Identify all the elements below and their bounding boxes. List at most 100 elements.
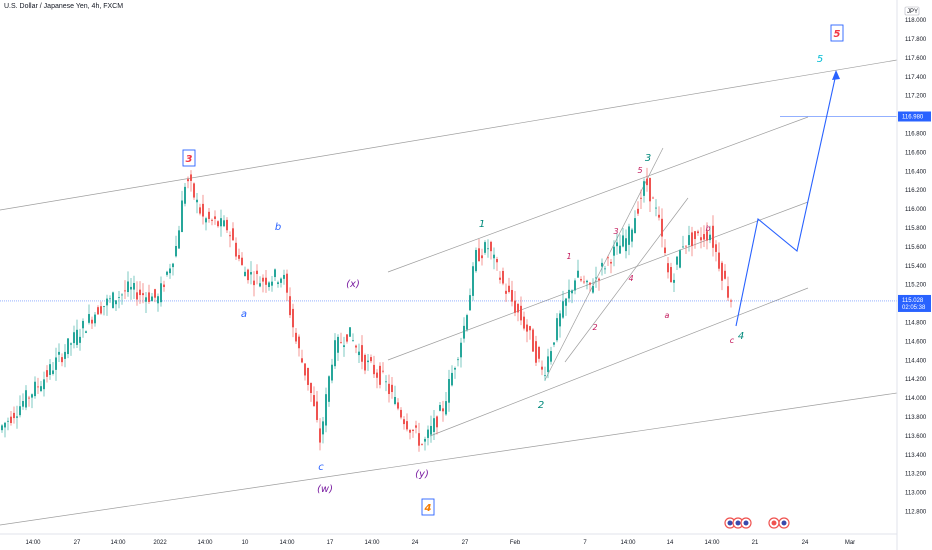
candle-body bbox=[493, 254, 495, 259]
current-price-tag bbox=[898, 294, 931, 312]
candle-body bbox=[259, 283, 261, 287]
channel-line[interactable] bbox=[429, 287, 809, 437]
candle-body bbox=[727, 286, 729, 298]
candle-body bbox=[403, 419, 405, 425]
currency-badge[interactable]: JPY bbox=[907, 9, 918, 15]
candle-body bbox=[544, 375, 546, 377]
price-tick-label: 117.200 bbox=[905, 94, 927, 100]
candle-body bbox=[295, 332, 297, 342]
candle-body bbox=[640, 197, 642, 199]
candle-body bbox=[670, 267, 672, 283]
candle-body bbox=[25, 390, 27, 408]
candles bbox=[1, 167, 732, 452]
candle-body bbox=[106, 298, 108, 306]
candle-body bbox=[145, 297, 147, 302]
chart-title: U.S. Dollar / Japanese Yen, 4h, FXCM bbox=[4, 3, 124, 10]
candle-body bbox=[208, 211, 210, 219]
candle-body bbox=[382, 370, 384, 372]
channel-line[interactable] bbox=[387, 201, 809, 361]
candle-body bbox=[625, 238, 627, 252]
channel-line[interactable] bbox=[0, 392, 898, 526]
candle-body bbox=[613, 246, 615, 256]
us-flag-event-icon[interactable] bbox=[740, 517, 752, 529]
candle-body bbox=[433, 418, 435, 432]
candle-body bbox=[517, 303, 519, 313]
candle-body bbox=[223, 220, 225, 227]
candle-body bbox=[724, 270, 726, 279]
candle-body bbox=[256, 270, 258, 275]
candle-body bbox=[367, 360, 369, 363]
candle-body bbox=[310, 382, 312, 394]
candle-body bbox=[481, 255, 483, 259]
candle-body bbox=[172, 263, 174, 268]
candle-body bbox=[13, 412, 15, 419]
channel-line[interactable] bbox=[387, 116, 809, 273]
time-tick-label: 14:00 bbox=[704, 540, 720, 546]
wave-label: 2 bbox=[538, 400, 544, 411]
price-axis[interactable]: 118.000117.800117.600117.400117.200117.0… bbox=[896, 0, 927, 550]
candle-body bbox=[511, 289, 513, 302]
candle-body bbox=[205, 218, 207, 223]
us-flag-event-icon[interactable] bbox=[732, 517, 744, 529]
candle-body bbox=[226, 219, 228, 231]
candle-body bbox=[262, 277, 264, 282]
candle-body bbox=[178, 230, 180, 249]
candle-body bbox=[538, 346, 540, 359]
price-tick-label: 116.000 bbox=[905, 207, 927, 213]
channel-line[interactable] bbox=[0, 59, 898, 211]
candle-body bbox=[460, 342, 462, 358]
candle-body bbox=[313, 395, 315, 407]
candle-body bbox=[91, 319, 93, 324]
candle-body bbox=[334, 340, 336, 367]
wave-box-label: 5 bbox=[834, 29, 841, 40]
candle-body bbox=[466, 315, 468, 330]
candle-body bbox=[661, 218, 663, 237]
channel-line[interactable] bbox=[564, 197, 689, 363]
candle-body bbox=[553, 342, 555, 345]
candle-body bbox=[604, 268, 606, 270]
wave-label: 3 bbox=[645, 153, 651, 164]
candle-body bbox=[61, 357, 63, 363]
candle-body bbox=[112, 292, 114, 308]
candle-body bbox=[250, 272, 252, 275]
candle-body bbox=[280, 278, 282, 283]
candle-body bbox=[1, 425, 3, 431]
candle-body bbox=[307, 367, 309, 385]
candle-body bbox=[271, 281, 273, 286]
candle-body bbox=[67, 338, 69, 355]
candle-body bbox=[568, 289, 570, 299]
channel-line[interactable] bbox=[544, 147, 664, 381]
time-axis[interactable]: 14:00 27 14:00 2022 14:00 10 14:00 17 14:00 24 27 F… bbox=[0, 533, 897, 546]
candle-body bbox=[679, 250, 681, 268]
projected-wave-path[interactable] bbox=[735, 73, 837, 327]
price-tick-label: 115.400 bbox=[905, 264, 927, 270]
candle-body bbox=[409, 429, 411, 433]
candle-body bbox=[583, 281, 585, 283]
candle-body bbox=[292, 308, 294, 328]
candle-body bbox=[619, 245, 621, 254]
info-event-icon[interactable] bbox=[768, 517, 780, 529]
candle-body bbox=[265, 277, 267, 285]
candle-body bbox=[244, 271, 246, 277]
candle-body bbox=[163, 284, 165, 288]
candle-body bbox=[268, 282, 270, 288]
wave-label: c bbox=[730, 336, 735, 345]
candle-body bbox=[43, 379, 45, 390]
candle-body bbox=[136, 292, 138, 300]
wave-label: (w) bbox=[317, 484, 333, 495]
candle-body bbox=[520, 305, 522, 321]
candle-body bbox=[361, 345, 363, 362]
us-flag-event-icon[interactable] bbox=[778, 517, 790, 529]
candle-body bbox=[76, 329, 78, 345]
candle-body bbox=[415, 425, 417, 428]
candle-body bbox=[607, 257, 609, 259]
bar-countdown: 02:05:38 bbox=[902, 305, 926, 311]
candle-body bbox=[700, 237, 702, 241]
candle-body bbox=[580, 279, 582, 281]
candle-body bbox=[532, 329, 534, 352]
candle-body bbox=[559, 313, 561, 327]
candle-body bbox=[400, 409, 402, 418]
candle-body bbox=[718, 252, 720, 269]
candle-body bbox=[622, 235, 624, 247]
